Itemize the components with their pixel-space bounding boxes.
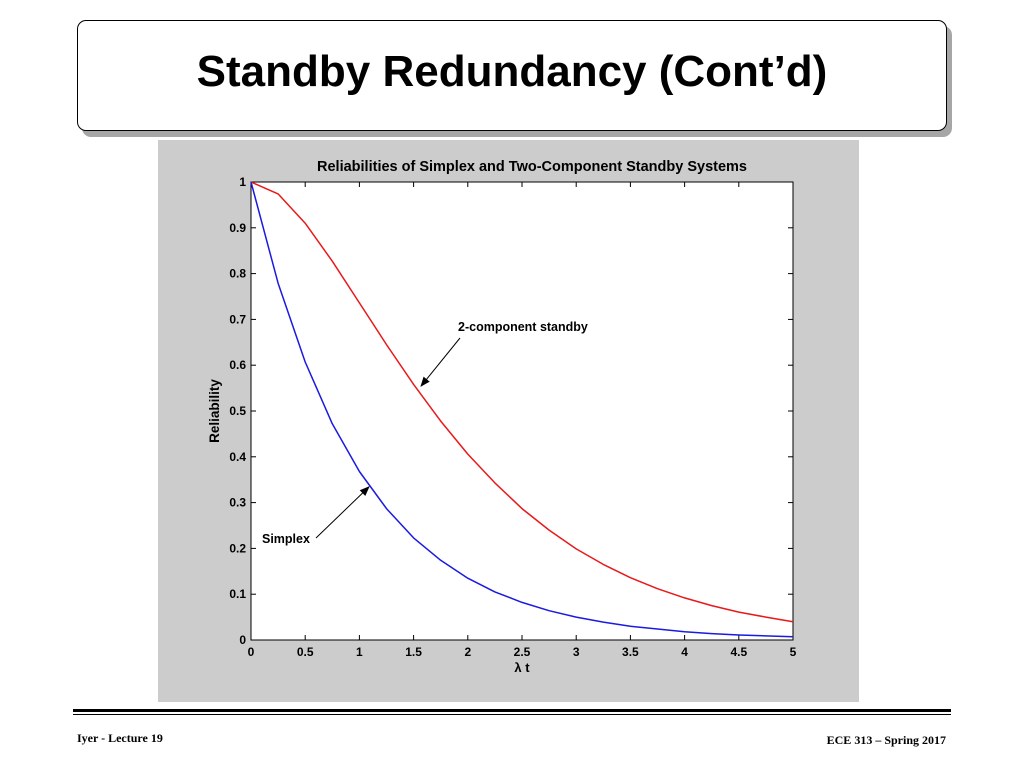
x-tick-label: 0.5 — [297, 645, 314, 659]
annotation-arrow — [315, 486, 370, 539]
x-tick-label: 2.5 — [514, 645, 531, 659]
annotation-arrow — [420, 337, 461, 387]
y-tick-label: 0 — [239, 633, 246, 647]
y-tick-label: 1 — [239, 175, 246, 189]
chart: Reliabilities of Simplex and Two-Compone… — [207, 159, 797, 675]
series-line-2-component-standby — [250, 181, 794, 623]
title-box: Standby Redundancy (Cont’d) — [77, 20, 947, 131]
y-tick-label: 0.2 — [229, 541, 246, 555]
y-tick-label: 0.8 — [229, 267, 246, 281]
y-tick-label: 0.9 — [229, 221, 246, 235]
y-tick-label: 0.6 — [229, 358, 246, 372]
annotation-label: 2-component standby — [458, 320, 588, 334]
y-tick-label: 0.7 — [229, 312, 246, 326]
chart-title: Reliabilities of Simplex and Two-Compone… — [317, 159, 747, 175]
x-tick-label: 3 — [573, 645, 580, 659]
footer-divider-thick — [73, 709, 951, 712]
x-tick-label: 5 — [790, 645, 797, 659]
x-axis-label: λ t — [514, 660, 530, 675]
footer-lecture-label: Iyer - Lecture 19 — [77, 731, 163, 745]
x-tick-label: 1 — [356, 645, 363, 659]
footer-divider-thin — [73, 714, 951, 715]
x-tick-label: 1.5 — [405, 645, 422, 659]
annotation-label: Simplex — [262, 532, 310, 546]
x-tick-label: 4.5 — [730, 645, 747, 659]
y-tick-label: 0.3 — [229, 496, 246, 510]
footer-course-label: ECE 313 – Spring 2017 — [826, 733, 946, 747]
chart-panel: Reliabilities of Simplex and Two-Compone… — [158, 140, 859, 702]
y-tick-label: 0.4 — [229, 450, 246, 464]
plot-area — [250, 181, 794, 641]
x-tick-label: 2 — [464, 645, 471, 659]
slide-title: Standby Redundancy (Cont’d) — [196, 46, 828, 96]
x-tick-label: 4 — [681, 645, 688, 659]
y-tick-label: 0.5 — [229, 404, 246, 418]
x-tick-label: 0 — [248, 645, 255, 659]
x-tick-label: 3.5 — [622, 645, 639, 659]
y-axis-label: Reliability — [207, 379, 222, 443]
series-line-simplex — [250, 181, 794, 638]
y-tick-label: 0.1 — [229, 587, 246, 601]
